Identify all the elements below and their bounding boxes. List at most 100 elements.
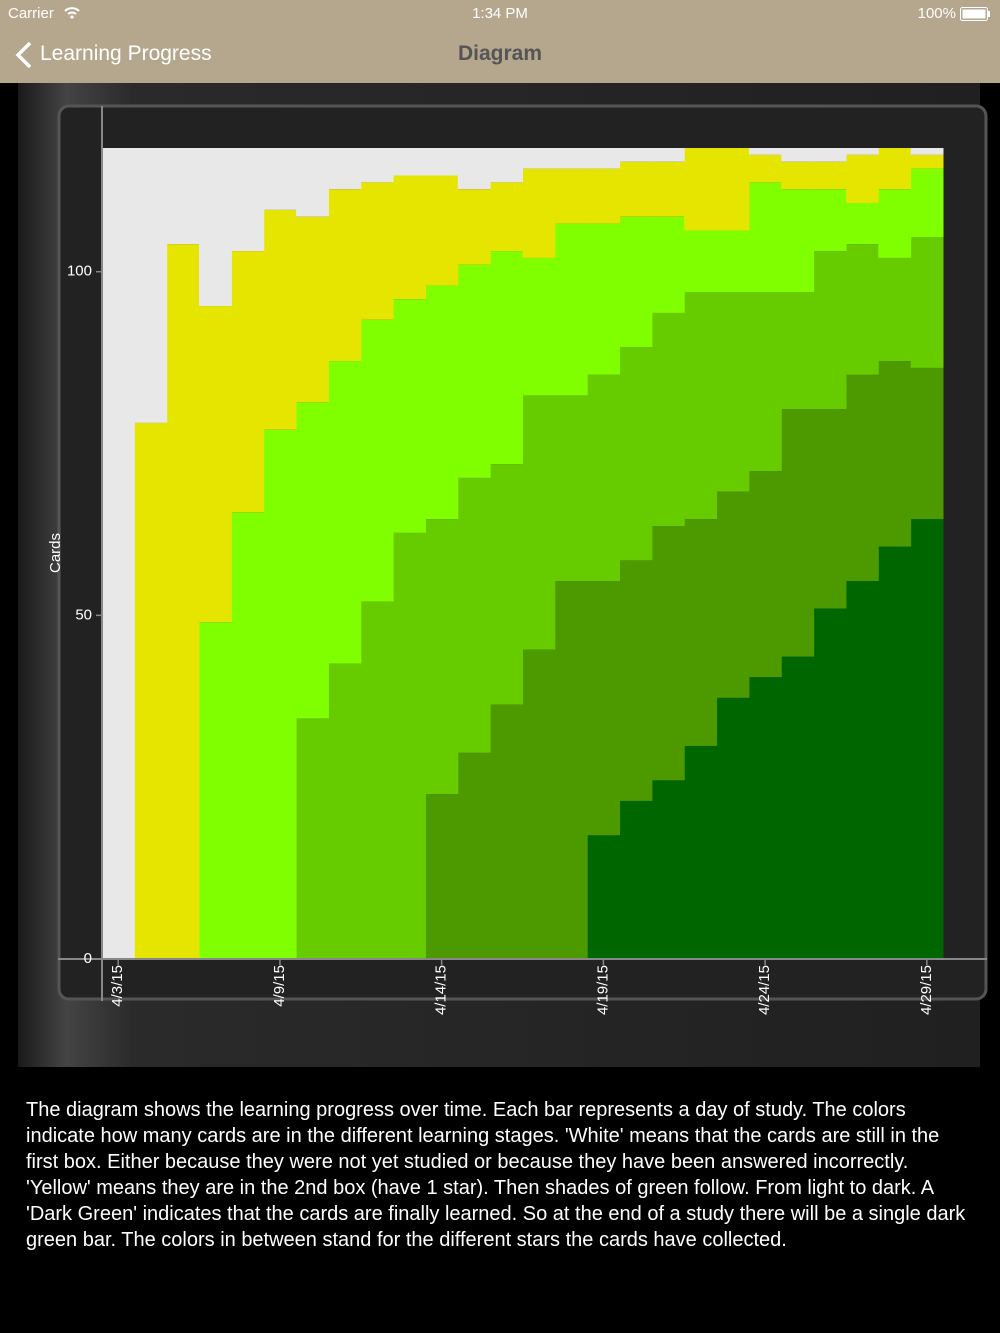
bar-segment: [328, 148, 362, 190]
bar-segment: [781, 409, 815, 657]
bar-segment: [845, 374, 879, 581]
bar-segment: [587, 148, 621, 169]
bar-segment: [328, 361, 362, 664]
bar-segment: [587, 835, 621, 959]
bar-segment: [651, 526, 685, 781]
bar-segment: [554, 223, 588, 396]
battery-icon: [960, 7, 990, 21]
time: 1:34 PM: [472, 5, 528, 22]
x-tick-label: 4/24/15: [756, 965, 773, 1015]
bar-segment: [199, 306, 232, 623]
bar-segment: [748, 148, 782, 155]
bar-segment: [651, 780, 685, 959]
bar-segment: [360, 182, 394, 320]
bar-segment: [781, 189, 815, 293]
bar-segment: [878, 257, 912, 362]
wifi-icon: [64, 7, 80, 19]
bar-segment: [878, 189, 912, 258]
bar-segment: [716, 230, 750, 293]
bar-segment: [263, 429, 297, 959]
bar-segment: [425, 175, 459, 286]
bar-segment: [457, 148, 491, 190]
bar-segment: [360, 319, 394, 602]
bar-segment: [651, 312, 685, 527]
bar-segment: [748, 471, 782, 678]
bar-segment: [134, 148, 168, 423]
bar-segment: [393, 532, 426, 959]
bar-segment: [684, 148, 718, 231]
bar-segment: [522, 168, 556, 258]
bar-segment: [490, 251, 523, 465]
bar-segment: [425, 148, 459, 176]
bar-segment: [457, 752, 491, 959]
bar-segment: [716, 148, 750, 231]
bar-segment: [781, 148, 815, 162]
bar-segment: [328, 189, 362, 362]
bar-segment: [684, 519, 718, 746]
bar-segment: [457, 477, 491, 753]
y-axis-title: Cards: [47, 533, 64, 573]
bar-segment: [393, 299, 426, 533]
bar-segment: [587, 374, 621, 581]
bar-segment: [651, 148, 685, 162]
bar-segment: [781, 656, 815, 959]
x-tick-label: 4/19/15: [594, 965, 611, 1015]
bar-segment: [910, 237, 944, 368]
bar-segment: [619, 148, 653, 162]
bar-segment: [619, 560, 653, 801]
x-tick-label: 4/9/15: [271, 965, 288, 1007]
bar-segment: [587, 168, 621, 224]
bar-segment: [522, 395, 556, 650]
bar-segment: [457, 264, 491, 478]
bar-segment: [102, 148, 135, 959]
bar-segment: [166, 244, 200, 959]
carrier: Carrier: [8, 5, 54, 22]
back-chevron[interactable]: [14, 41, 34, 69]
status-bar: Carrier 1:34 PM 100%: [0, 0, 1000, 28]
bar-segment: [845, 148, 879, 155]
bar-segment: [554, 148, 588, 169]
bar-segment: [360, 148, 394, 183]
bar-segment: [781, 161, 815, 190]
x-tick-label: 4/3/15: [109, 965, 126, 1007]
bar-segment: [587, 580, 621, 836]
bar-segment: [554, 580, 588, 959]
bar-segment: [490, 464, 523, 705]
bar-segment: [425, 794, 459, 959]
bar-segment: [910, 168, 944, 238]
bar-segment: [813, 409, 847, 609]
bar-segment: [845, 202, 879, 245]
bar-segment: [684, 292, 718, 520]
bar-segment: [619, 800, 653, 959]
bar-segment: [522, 148, 556, 169]
bar-segment: [554, 168, 588, 224]
bar-segment: [878, 546, 912, 959]
bar-segment: [878, 361, 912, 547]
bar-segment: [490, 182, 523, 252]
back-button[interactable]: Learning Progress: [40, 42, 212, 65]
nav-title: Diagram: [457, 42, 543, 65]
bar-segment: [716, 491, 750, 698]
bar-segment: [813, 161, 847, 190]
bar-segment: [813, 189, 847, 252]
bar-segment: [684, 745, 718, 959]
bar-segment: [716, 697, 750, 959]
x-tick-label: 4/14/15: [433, 965, 450, 1015]
bar-segment: [748, 154, 782, 183]
bar-segment: [166, 148, 200, 245]
bar-segment: [910, 367, 944, 520]
bar-segment: [587, 223, 621, 375]
bar-segment: [910, 519, 944, 959]
bar-segment: [651, 161, 685, 217]
y-tick-label: 50: [75, 606, 92, 623]
nav-bar: Learning Progress Diagram: [0, 28, 1000, 83]
bar-segment: [393, 148, 426, 176]
y-tick-label: 100: [67, 263, 92, 280]
bar-segment: [748, 182, 782, 293]
bar-segment: [651, 216, 685, 313]
bar-segment: [199, 622, 232, 959]
bar-segment: [748, 677, 782, 959]
bar-segment: [134, 422, 168, 959]
battery-level: 100%: [917, 5, 956, 22]
